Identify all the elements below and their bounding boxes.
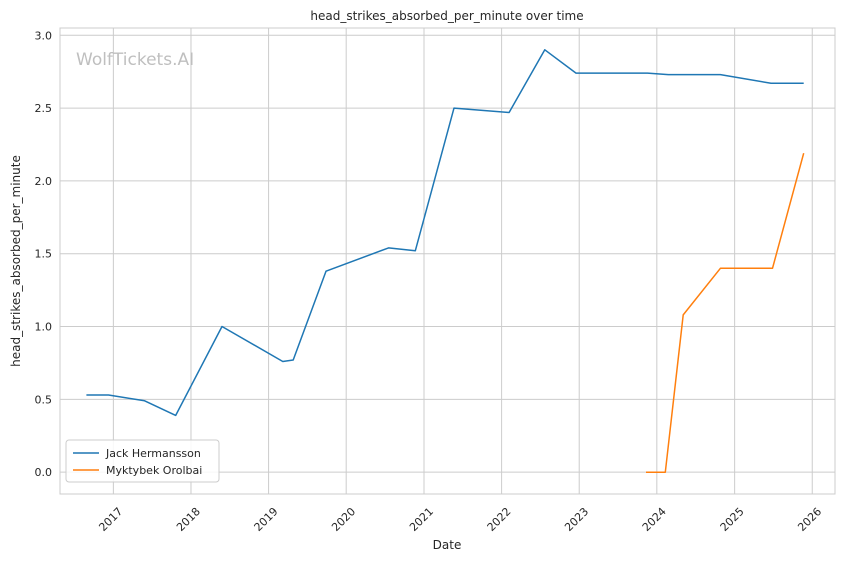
- plot-area: [60, 28, 835, 494]
- legend: Jack Hermansson Myktybek Orolbai: [66, 440, 219, 482]
- x-tick-label: 2017: [96, 505, 125, 534]
- y-tick-label: 1.5: [35, 248, 53, 261]
- x-tick-label: 2023: [562, 505, 591, 534]
- x-tick-label: 2026: [795, 505, 824, 534]
- x-tick-label: 2019: [252, 505, 281, 534]
- chart-title: head_strikes_absorbed_per_minute over ti…: [310, 9, 583, 23]
- y-axis-label: head_strikes_absorbed_per_minute: [9, 155, 23, 367]
- x-tick-label: 2022: [485, 505, 514, 534]
- x-tick-label: 2021: [407, 505, 436, 534]
- y-tick-label: 2.0: [35, 175, 53, 188]
- y-tick-label: 3.0: [35, 29, 53, 42]
- x-tick-label: 2025: [718, 505, 747, 534]
- x-tick-label: 2018: [174, 505, 203, 534]
- watermark-text: WolfTickets.AI: [76, 50, 194, 70]
- legend-label-jack-hermansson: Jack Hermansson: [105, 447, 201, 460]
- x-tick-label: 2024: [640, 505, 669, 534]
- y-tick-label: 2.5: [35, 102, 53, 115]
- x-axis-label: Date: [433, 538, 462, 552]
- y-tick-label: 0.0: [35, 466, 53, 479]
- legend-label-myktybek-orolbai: Myktybek Orolbai: [106, 464, 202, 477]
- x-tick-label: 2020: [329, 505, 358, 534]
- y-tick-label: 1.0: [35, 321, 53, 334]
- y-tick-label: 0.5: [35, 393, 53, 406]
